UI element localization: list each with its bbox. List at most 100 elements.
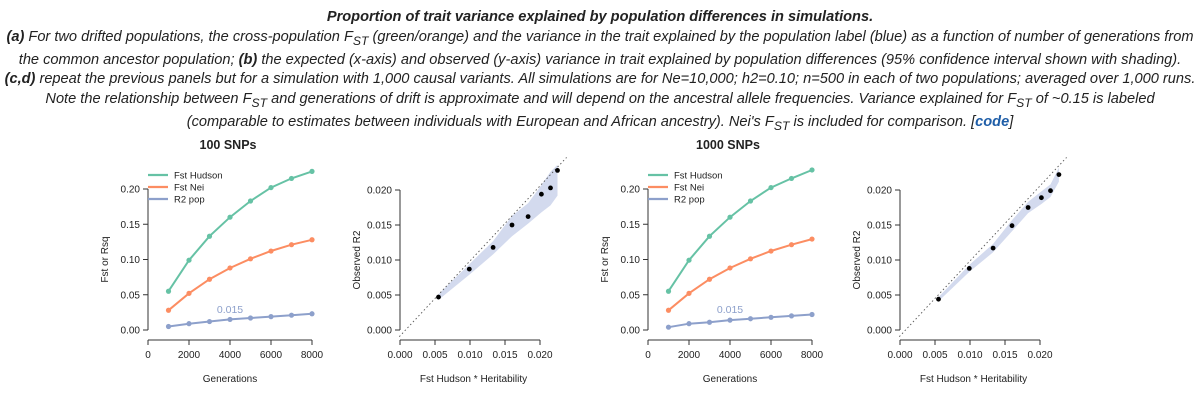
x-tick-label: 0.010 xyxy=(957,350,982,361)
plot-b-100-snps-scatter: 0.000 0.005 0.010 0.015 0.020 0.000 0.005 0.010… xyxy=(340,128,640,398)
data-point xyxy=(727,317,733,323)
x-tick-label: 2000 xyxy=(678,350,701,361)
data-point xyxy=(165,323,172,330)
data-point xyxy=(288,312,295,318)
data-point xyxy=(706,233,713,239)
y-tick-label: 0.10 xyxy=(121,255,141,266)
y-tick-label: 0.015 xyxy=(367,221,392,232)
panel-label-a: (a) xyxy=(6,28,25,45)
data-point xyxy=(747,256,754,262)
x-tick-label: 0.010 xyxy=(457,350,482,361)
data-point xyxy=(809,236,815,242)
y-axis-label: Observed R2 xyxy=(352,230,363,289)
legend-label: Fst Nei xyxy=(174,183,204,194)
x-tick-label: 0.015 xyxy=(492,350,517,361)
data-point xyxy=(186,257,192,263)
x-axis-label: Fst Hudson * Heritability xyxy=(420,374,527,385)
series-line-r2-pop xyxy=(168,312,313,328)
x-tick-label: 6000 xyxy=(760,350,783,361)
data-point xyxy=(788,313,795,319)
data-point xyxy=(309,168,315,174)
y-tick-label: 0.05 xyxy=(121,290,141,301)
data-point xyxy=(288,175,295,182)
data-point xyxy=(247,198,254,204)
data-point xyxy=(1056,172,1062,177)
data-point xyxy=(247,256,254,262)
caption-line: (c,d) repeat the previous panels but for… xyxy=(4,71,1196,88)
data-point xyxy=(466,266,472,272)
data-point xyxy=(206,276,213,282)
x-tick-label: 0.005 xyxy=(422,350,447,361)
confidence-band xyxy=(938,167,1059,302)
data-point xyxy=(206,233,213,239)
figure-caption: Proportion of trait variance explained b… xyxy=(0,8,1200,137)
data-point xyxy=(525,214,531,219)
data-point xyxy=(206,318,213,325)
data-point xyxy=(966,266,972,271)
data-point xyxy=(1025,205,1031,210)
data-point xyxy=(268,248,274,254)
data-point xyxy=(706,276,713,282)
data-point xyxy=(990,245,996,251)
reference-line xyxy=(898,157,1067,338)
plot-title: 1000 SNPs xyxy=(696,138,760,152)
x-tick-label: 0.005 xyxy=(922,350,947,361)
x-tick-label: 0.000 xyxy=(387,350,412,361)
x-tick-label: 8000 xyxy=(301,350,324,361)
data-point xyxy=(727,265,733,271)
caption-line: (comparable to estimates between individ… xyxy=(186,114,1014,134)
series-line-fst-nei xyxy=(167,238,313,312)
data-point xyxy=(309,311,315,317)
data-point xyxy=(309,237,315,243)
fst-symbol: FST xyxy=(343,28,369,48)
series-line-r2-pop xyxy=(668,313,813,329)
data-point xyxy=(227,214,233,220)
code-link[interactable]: code xyxy=(975,114,1010,131)
data-point xyxy=(809,311,815,318)
y-tick-label: 0.000 xyxy=(367,326,392,337)
data-point xyxy=(936,296,941,302)
panel-label-cd: (c,d) xyxy=(4,71,36,88)
data-point xyxy=(747,316,754,322)
series-line-fst-hudson xyxy=(167,170,313,292)
y-tick-label: 0.005 xyxy=(867,291,892,302)
plot-d-svg: 0.000 0.005 0.010 0.015 0.020 0.000 0.005 0.010… xyxy=(852,157,1067,385)
data-point xyxy=(809,167,815,173)
x-tick-label: 4000 xyxy=(719,350,742,361)
series-line-fst-hudson xyxy=(667,169,813,292)
fst-symbol: FST xyxy=(764,114,790,134)
data-point xyxy=(165,307,172,313)
y-tick-label: 0.010 xyxy=(867,256,892,267)
data-point xyxy=(186,321,192,327)
plot-c-svg: 1000 SNPs 0.00 0.05 0.10 0.15 0.20 0 2000 4000 60… xyxy=(600,138,824,385)
data-point xyxy=(288,242,295,248)
y-tick-label: 0.015 xyxy=(867,221,892,232)
y-tick-label: 0.15 xyxy=(621,220,641,231)
y-tick-label: 0.05 xyxy=(621,290,641,301)
series-line-fst-nei xyxy=(667,238,813,312)
data-point xyxy=(1039,195,1044,201)
data-point xyxy=(768,184,774,191)
x-tick-label: 0 xyxy=(645,350,651,361)
x-axis-label: Fst Hudson * Heritability xyxy=(920,374,1027,385)
annotation-label: 0.015 xyxy=(217,304,243,316)
caption-line: (a) For two drifted populations, the cro… xyxy=(6,28,1194,48)
y-tick-label: 0.20 xyxy=(121,185,141,196)
plot-b-svg: 0.000 0.005 0.010 0.015 0.020 0.000 0.005 0.010… xyxy=(352,157,567,385)
data-point xyxy=(686,257,692,263)
panel-label-b: (b) xyxy=(238,51,258,68)
plot-a-100-snps: 100 SNPs 0.00 0.05 0.10 0.15 0.20 0 2000 4000 600… xyxy=(90,128,390,398)
legend-label: R2 pop xyxy=(174,195,205,206)
annotation-label: 0.015 xyxy=(717,304,743,316)
x-tick-label: 4000 xyxy=(219,350,242,361)
y-tick-label: 0.20 xyxy=(621,185,641,196)
plot-a-svg: 100 SNPs 0.00 0.05 0.10 0.15 0.20 0 2000 4000 600… xyxy=(100,138,324,385)
data-point xyxy=(665,288,672,294)
reference-line xyxy=(398,157,567,338)
y-tick-label: 0.010 xyxy=(367,256,392,267)
legend-label: R2 pop xyxy=(674,195,705,206)
fst-symbol: FST xyxy=(1007,90,1032,110)
y-tick-label: 0.00 xyxy=(121,326,141,337)
x-tick-label: 2000 xyxy=(178,350,201,361)
caption-line: the common ancestor population; (b) the … xyxy=(18,51,1182,68)
